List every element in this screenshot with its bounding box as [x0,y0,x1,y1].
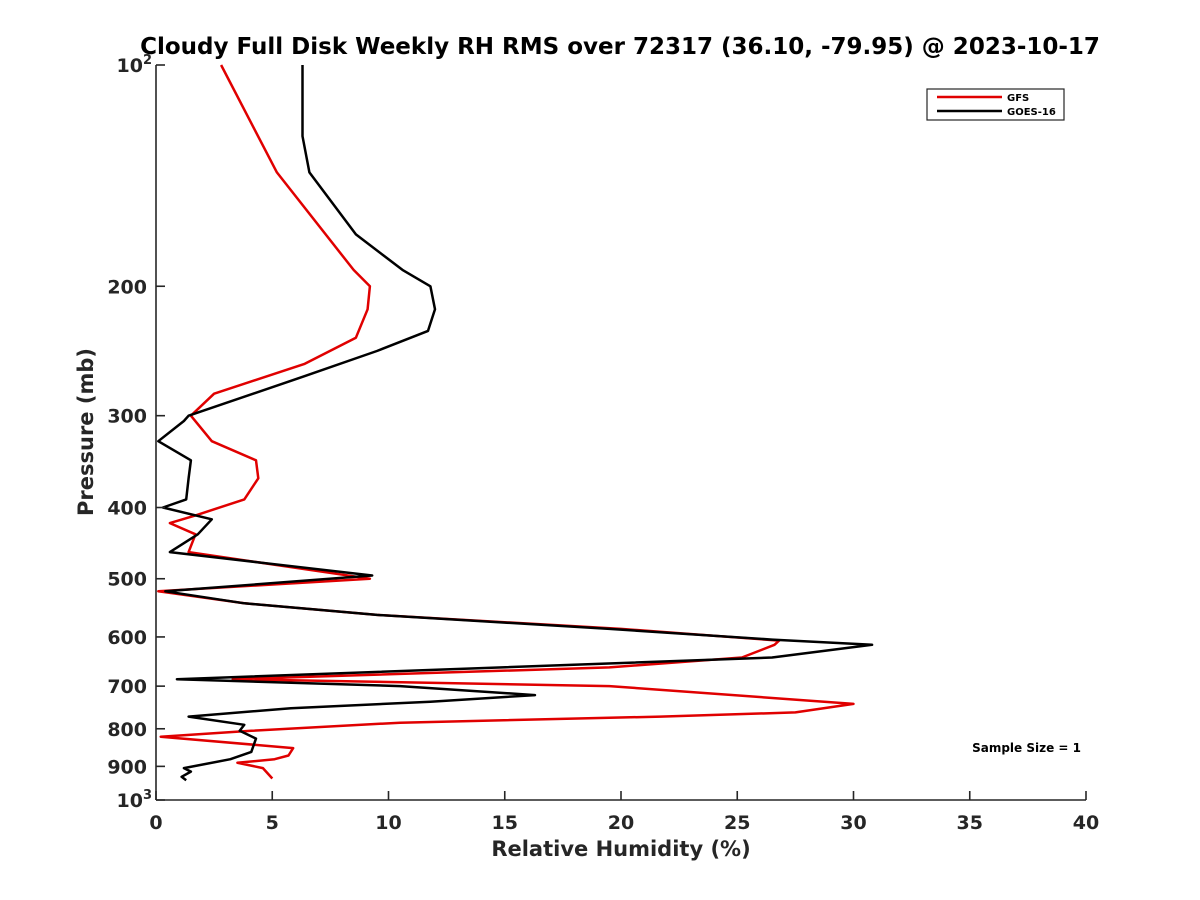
legend-box [926,88,1065,121]
y-tick-exponent: 3 [143,788,152,803]
series-line-gfs [157,64,855,780]
x-tick-label: 25 [724,812,750,834]
x-tick-label: 10 [375,812,401,834]
x-tick-label: 0 [149,812,162,834]
y-tick-label: 700 [107,676,147,698]
sample-size-annotation: Sample Size = 1 [972,741,1081,755]
y-tick-label: 10 [117,790,143,812]
y-tick-exponent: 2 [143,53,152,68]
y-tick-label: 900 [107,756,147,778]
axes [155,65,1086,801]
x-tick-label: 35 [957,812,983,834]
y-tick-label: 400 [107,498,147,520]
x-axis-label: Relative Humidity (%) [491,837,750,861]
series-line-goes-16 [157,65,874,782]
legend-label-goes-16: GOES-16 [1007,107,1056,118]
x-ticks: 0 5 10 15 20 25 30 35 40 [149,791,1099,834]
legend: GFS GOES-16 [926,88,1065,121]
x-tick-label: 30 [840,812,866,834]
y-tick-label: 500 [107,569,147,591]
y-tick-label: 600 [107,627,147,649]
x-tick-label: 15 [492,812,518,834]
y-tick-label: 800 [107,719,147,741]
x-tick-label: 40 [1073,812,1099,834]
y-axis-label: Pressure (mb) [74,348,98,516]
legend-label-gfs: GFS [1007,93,1029,104]
y-tick-label: 300 [107,406,147,428]
x-tick-label: 5 [266,812,279,834]
chart-title: Cloudy Full Disk Weekly RH RMS over 7231… [140,34,1100,60]
y-tick-label: 10 [117,55,143,77]
x-tick-label: 20 [608,812,634,834]
plot-lines [157,64,874,782]
y-tick-label: 200 [107,276,147,298]
